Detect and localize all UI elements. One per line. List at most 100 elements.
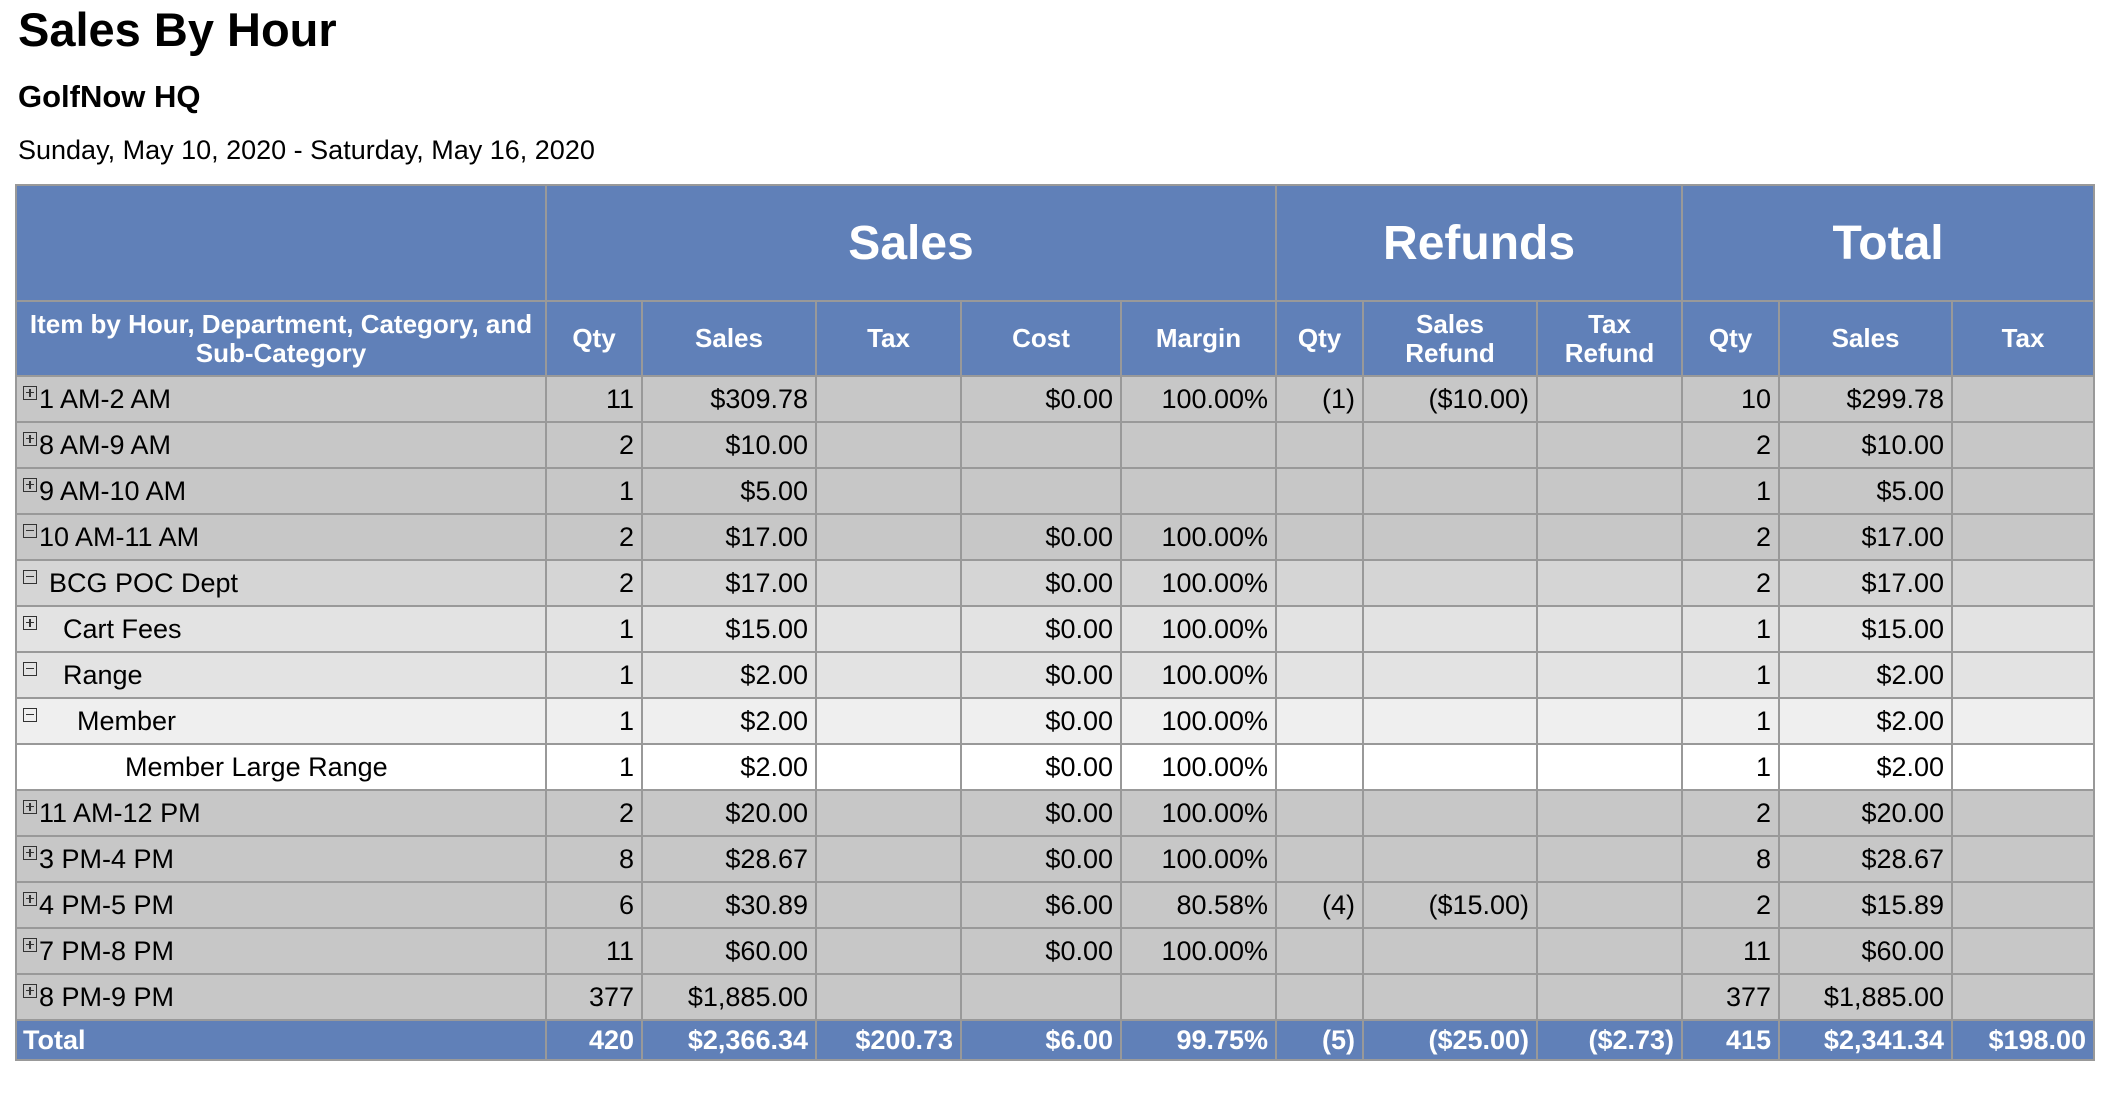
row-cell: 1 xyxy=(545,651,643,699)
row-cell xyxy=(1275,743,1365,791)
row-cell xyxy=(1362,421,1539,469)
row-cell xyxy=(1362,973,1539,1021)
col-header-total-qty: Qty xyxy=(1681,300,1781,377)
col-header-sales-margin: Margin xyxy=(1119,300,1278,377)
row-label: 7 PM-8 PM xyxy=(39,935,175,966)
row-label-cell: 7 PM-8 PM xyxy=(15,927,547,975)
total-row: Total 420 $2,366.34 $200.73 $6.00 99.75%… xyxy=(15,1019,2096,1061)
total-cell: 420 xyxy=(545,1019,643,1061)
row-cell xyxy=(1951,513,2096,561)
table-row: Cart Fees 1 $15.00 $0.00 100.00% 1 $15.00 xyxy=(15,605,2096,653)
row-cell xyxy=(1951,651,2096,699)
row-label-cell: 8 PM-9 PM xyxy=(15,973,547,1021)
row-cell xyxy=(1536,973,1684,1021)
row-cell xyxy=(1362,789,1539,837)
row-cell: 1 xyxy=(545,743,643,791)
report-date-range: Sunday, May 10, 2020 - Saturday, May 16,… xyxy=(18,135,595,165)
row-label-cell: 4 PM-5 PM xyxy=(15,881,547,929)
row-cell xyxy=(1275,927,1365,975)
row-cell: $0.00 xyxy=(960,559,1122,607)
row-cell: $60.00 xyxy=(1778,927,1954,975)
total-cell: $2,366.34 xyxy=(641,1019,817,1061)
row-cell xyxy=(1951,743,2096,791)
collapse-icon[interactable] xyxy=(23,707,37,722)
expand-icon[interactable] xyxy=(23,431,37,446)
row-cell xyxy=(1536,835,1684,883)
row-label-cell: Member Large Range xyxy=(15,743,547,791)
row-cell: $17.00 xyxy=(1778,513,1954,561)
row-cell xyxy=(1536,743,1684,791)
expand-icon[interactable] xyxy=(23,937,37,952)
row-cell xyxy=(1951,881,2096,929)
row-cell: 100.00% xyxy=(1119,559,1278,607)
row-label: 11 AM-12 PM xyxy=(39,797,201,828)
col-header-refunds-qty: Qty xyxy=(1275,300,1365,377)
table-row: 11 AM-12 PM 2 $20.00 $0.00 100.00% 2 $20.00 xyxy=(15,789,2096,837)
collapse-icon[interactable] xyxy=(23,569,37,584)
collapse-icon[interactable] xyxy=(23,661,37,676)
total-cell: (5) xyxy=(1275,1019,1365,1061)
row-cell xyxy=(1951,789,2096,837)
row-cell: 1 xyxy=(545,697,643,745)
row-label: BCG POC Dept xyxy=(49,567,239,598)
row-cell xyxy=(1536,881,1684,929)
row-label: 8 PM-9 PM xyxy=(39,981,175,1012)
row-cell: $6.00 xyxy=(960,881,1122,929)
table-row: 10 AM-11 AM 2 $17.00 $0.00 100.00% 2 $17.00 xyxy=(15,513,2096,561)
row-cell xyxy=(1951,375,2096,423)
row-cell xyxy=(1362,605,1539,653)
row-cell: $15.00 xyxy=(1778,605,1954,653)
sales-by-hour-table: Sales Refunds Total Item by Hour, Depart… xyxy=(15,184,2096,1061)
expand-icon[interactable] xyxy=(23,615,37,630)
row-cell: $10.00 xyxy=(641,421,817,469)
expand-icon[interactable] xyxy=(23,983,37,998)
row-cell xyxy=(1536,513,1684,561)
row-cell: $15.89 xyxy=(1778,881,1954,929)
row-cell xyxy=(1362,559,1539,607)
row-cell: 80.58% xyxy=(1119,881,1278,929)
row-label: Member xyxy=(77,705,177,736)
collapse-icon[interactable] xyxy=(23,523,37,538)
row-cell: $17.00 xyxy=(641,513,817,561)
row-cell xyxy=(1362,835,1539,883)
row-cell xyxy=(1951,973,2096,1021)
row-label-cell: 1 AM-2 AM xyxy=(15,375,547,423)
table-row: 1 AM-2 AM 11 $309.78 $0.00 100.00% (1) ($10.00… xyxy=(15,375,2096,423)
row-cell: (4) xyxy=(1275,881,1365,929)
total-cell: 415 xyxy=(1681,1019,1781,1061)
col-header-refunds-sales: Sales Refund xyxy=(1362,300,1539,377)
row-label: 1 AM-2 AM xyxy=(39,383,172,414)
report-title: Sales By Hour xyxy=(18,3,337,56)
row-label: 4 PM-5 PM xyxy=(39,889,175,920)
row-cell: 2 xyxy=(1681,881,1781,929)
group-header-sales: Sales xyxy=(544,184,1278,302)
report-header: Sales By Hour GolfNow HQ Sunday, May 10,… xyxy=(0,0,2106,166)
expand-icon[interactable] xyxy=(23,845,37,860)
row-cell xyxy=(815,513,962,561)
row-label-cell: 8 AM-9 AM xyxy=(15,421,547,469)
row-cell: $5.00 xyxy=(1778,467,1954,515)
row-cell: 1 xyxy=(1681,467,1781,515)
total-cell: ($2.73) xyxy=(1536,1019,1684,1061)
expand-icon[interactable] xyxy=(23,891,37,906)
row-label-cell: Member xyxy=(15,697,547,745)
table-row: 8 AM-9 AM 2 $10.00 2 $10.00 xyxy=(15,421,2096,469)
row-cell: 2 xyxy=(1681,421,1781,469)
row-label: Cart Fees xyxy=(63,613,182,644)
row-cell: $5.00 xyxy=(641,467,817,515)
row-cell: 2 xyxy=(1681,559,1781,607)
expand-icon[interactable] xyxy=(23,799,37,814)
expand-icon[interactable] xyxy=(23,385,37,400)
row-cell xyxy=(1536,421,1684,469)
row-cell xyxy=(815,375,962,423)
row-cell: 100.00% xyxy=(1119,789,1278,837)
col-header-sales-tax: Tax xyxy=(815,300,962,377)
table-row: Range 1 $2.00 $0.00 100.00% 1 $2.00 xyxy=(15,651,2096,699)
row-cell: 11 xyxy=(1681,927,1781,975)
row-cell xyxy=(1275,605,1365,653)
row-cell: 377 xyxy=(545,973,643,1021)
row-cell: 2 xyxy=(1681,513,1781,561)
row-label: Range xyxy=(63,659,143,690)
row-cell xyxy=(1951,421,2096,469)
expand-icon[interactable] xyxy=(23,477,37,492)
